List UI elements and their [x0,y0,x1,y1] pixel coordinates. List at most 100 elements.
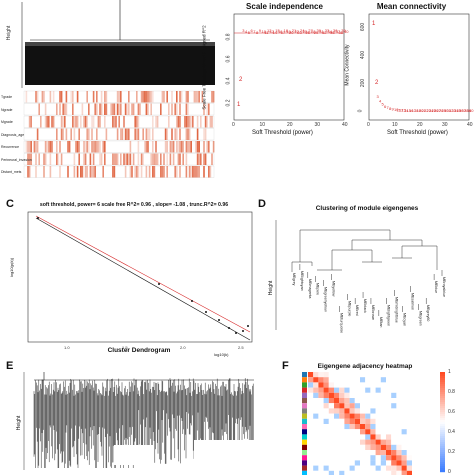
f-cell [386,387,392,393]
f-cell [334,413,340,419]
module-label: MEgreenyellow [324,287,328,312]
trait-cell [152,116,154,128]
trait-cell [150,103,152,115]
b1-xtick: 0 [232,122,235,128]
trait-cell [160,153,162,165]
f-cell [313,403,319,409]
f-scale-cell [440,464,445,467]
trait-cell [115,116,117,128]
f-cell [401,377,407,383]
f-cell [365,398,371,404]
f-cell [375,403,381,409]
f-cell [370,418,376,424]
trait-cell [72,91,74,103]
trait-cell [180,141,183,153]
f-cell [401,434,407,440]
trait-cell [195,141,197,153]
trait-cell [208,103,210,115]
trait-cell [152,153,154,165]
f-cell [386,444,392,450]
f-cell [365,439,371,445]
f-cell [391,450,397,456]
trait-cell [56,153,58,165]
b2-ytick: 600 [360,22,367,32]
trait-cell [176,91,178,103]
trait-cell [182,141,184,153]
b1-point: 33 [325,28,330,33]
panel-c-letter: C [6,198,14,210]
b2-point: 27 [437,108,442,113]
trait-cell [196,153,199,165]
f-cell [360,439,366,445]
f-cell [318,382,324,388]
f-cell [318,429,324,435]
f-scale-tick: 0.4 [448,429,455,435]
trait-cell [148,91,151,103]
f-cell [334,429,340,435]
trait-cell [28,153,31,165]
f-cell [323,434,329,440]
f-cell [360,377,366,383]
trait-cell [30,116,32,128]
c-point [242,330,244,332]
b2-point: 25 [432,108,437,113]
f-cell [406,403,412,409]
f-cell [391,392,397,398]
f-scale-cell [440,416,445,419]
f-cell [313,387,319,393]
trait-cell [27,153,29,165]
f-cell [380,398,386,404]
trait-cell [110,103,112,115]
module-label: MEyellow [331,281,335,297]
trait-cell [188,128,191,140]
f-cell [354,424,360,430]
f-scale-cell [440,378,445,381]
b2-point: 34 [454,108,459,113]
b2-ytick: 200 [360,78,367,88]
f-cell [344,434,350,440]
f-cell [334,470,340,475]
f-cell [349,455,355,461]
f-cell [328,460,334,466]
panel-e-dendrogram [23,372,254,470]
b1-point: 15 [275,28,280,33]
trait-cell [94,141,96,153]
f-cell [313,377,319,383]
f-cell [354,377,360,383]
f-cell [349,382,355,388]
c-xtick: 1.5 [122,345,128,350]
f-cell [349,398,355,404]
trait-label: Perineural_invasion [1,157,32,162]
trait-cell [128,91,130,103]
trait-cell [65,128,68,140]
trait-cell [92,166,95,178]
f-cell [354,413,360,419]
trait-cell [182,153,184,165]
trait-cell [137,141,140,153]
trait-cell [171,141,173,153]
f-cell [339,372,345,378]
b1-point: 10 [262,29,267,34]
trait-cell [99,116,101,128]
f-cell [380,439,386,445]
trait-cell [48,141,50,153]
panel-a: Height Tgrade Ngrade Mgrade Diagnosis_age Re… [0,0,220,190]
f-cell [396,424,402,430]
trait-cell [68,141,71,153]
f-cell [380,413,386,419]
trait-cell [185,141,188,153]
b2-point: 5 [382,102,385,107]
f-cell [334,418,340,424]
f-cell [308,413,314,419]
f-cell [360,387,366,393]
f-cell [354,465,360,471]
b2-point: 15 [407,108,412,113]
b1-ytick: 0.2 [225,99,232,107]
b2-point: 8 [389,106,392,111]
trait-cell [36,91,39,103]
f-cell [334,424,340,430]
trait-cell [49,91,52,103]
trait-cell [84,116,87,128]
trait-cell [211,153,213,165]
b1-point: 32 [322,30,327,35]
